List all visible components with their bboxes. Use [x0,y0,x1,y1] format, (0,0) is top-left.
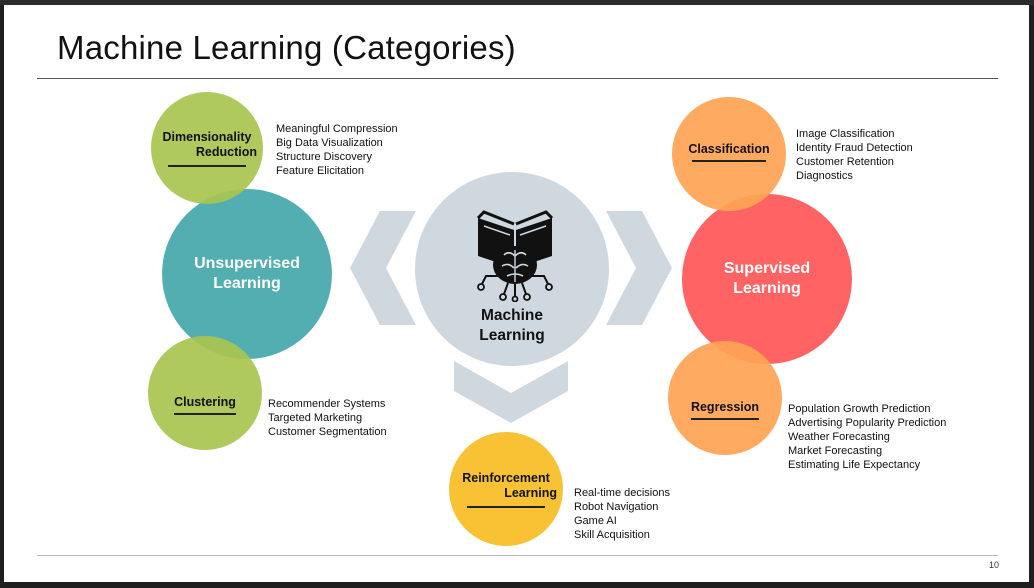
reinforcement-uses-list: Real-time decisions Robot Navigation Gam… [574,486,670,542]
list-item: Customer Retention [796,156,894,168]
list-item: Identity Fraud Detection [796,142,913,154]
machine-learning-label-1: Machine [480,307,543,324]
regression-uses-list: Population Growth Prediction Advertising… [788,402,946,472]
slide-title: Machine Learning (Categories) [57,29,516,66]
reinforcement-label-1: Reinforcement [462,470,550,485]
list-item: Structure Discovery [276,151,372,163]
page-number: 10 [988,560,999,570]
list-item: Advertising Popularity Prediction [788,417,947,429]
supervised-label-2: Learning [733,280,801,297]
list-item: Targeted Marketing [268,412,363,424]
list-item: Recommender Systems [268,398,386,410]
list-item: Meaningful Compression [276,123,398,135]
regression-underline [691,418,759,420]
footer-divider [37,555,998,556]
dimensionality-label-1: Dimensionality [162,129,252,144]
list-item: Robot Navigation [574,501,659,513]
unsupervised-learning-circle: Unsupervised Learning [162,189,332,359]
list-item: Customer Segmentation [268,426,387,438]
classification-underline [692,160,766,162]
classification-label: Classification [688,142,770,156]
list-item: Feature Elicitation [276,165,365,177]
slide: Machine Learning (Categories) Machine Le… [4,5,1029,582]
list-item: Game AI [574,515,617,527]
dimensionality-reduction-circle: Dimensionality Reduction [151,92,263,204]
dimensionality-label-2: Reduction [195,144,257,159]
regression-label: Regression [690,400,760,414]
machine-learning-label-2: Learning [479,327,545,344]
chevron-down-icon [454,361,568,423]
unsupervised-label-1: Unsupervised [194,255,300,272]
list-item: Population Growth Prediction [788,403,931,415]
clustering-uses-list: Recommender Systems Targeted Marketing C… [268,397,387,439]
clustering-label: Clustering [174,395,236,409]
dimensionality-underline [168,164,246,167]
reinforcement-learning-circle: Reinforcement Learning [449,432,563,546]
unsupervised-label-2: Learning [213,275,281,292]
list-item: Image Classification [796,128,895,140]
list-item: Market Forecasting [788,445,883,457]
title-divider [37,78,998,79]
classification-uses-list: Image Classification Identity Fraud Dete… [796,127,913,183]
list-item: Diagnostics [796,170,853,182]
clustering-circle: Clustering [148,336,262,450]
chevron-left-icon [350,211,416,325]
supervised-label-1: Supervised [723,260,811,277]
window-top-bar [0,0,1034,5]
list-item: Estimating Life Expectancy [788,459,921,471]
chevron-right-icon [606,211,672,325]
supervised-learning-circle: Supervised Learning [682,194,852,364]
classification-circle: Classification [672,97,786,211]
reinforcement-label-2: Learning [504,485,557,500]
list-item: Skill Acquisition [574,529,650,541]
list-item: Real-time decisions [574,487,670,499]
clustering-underline [174,413,236,415]
reinforcement-underline [467,505,545,508]
list-item: Big Data Visualization [276,137,383,149]
dimensionality-uses-list: Meaningful Compression Big Data Visualiz… [276,122,398,178]
list-item: Weather Forecasting [788,431,890,443]
brain-book-icon [476,210,554,302]
regression-circle: Regression [668,341,782,455]
